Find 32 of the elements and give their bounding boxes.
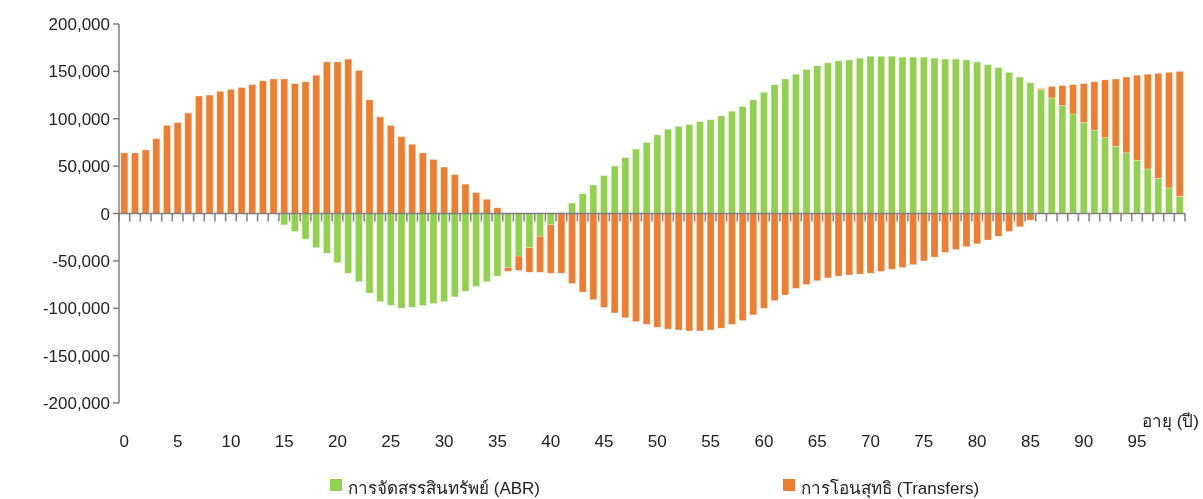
x-tick-label: 90 (1074, 432, 1094, 451)
y-tick-label: -100,000 (42, 299, 110, 319)
x-tick-label: 40 (541, 432, 561, 451)
x-tick-label: 75 (914, 432, 934, 451)
x-tick-label: 95 (1127, 432, 1147, 451)
x-tick-label: 30 (434, 432, 454, 451)
x-tick-label: 85 (1020, 432, 1040, 451)
y-tick-label: 0 (100, 204, 110, 224)
x-tick-label: 10 (221, 432, 241, 451)
y-tick-label: -200,000 (42, 394, 110, 413)
y-tick-label: 150,000 (48, 62, 110, 82)
y-tick-label: 100,000 (48, 109, 110, 129)
y-tick-label: 50,000 (58, 157, 110, 177)
x-tick-label: 20 (328, 432, 347, 451)
y-tick-label: 200,000 (48, 15, 110, 34)
y-tick-label: -50,000 (52, 251, 110, 271)
x-tick-label: 50 (647, 432, 667, 451)
x-tick-label: 55 (701, 432, 721, 451)
x-tick-label: 0 (119, 432, 130, 451)
legend-label: การจัดสรรสินทรัพย์ (ABR) (348, 479, 540, 498)
legend-label: การโอนสุทธิ (Transfers) (801, 478, 980, 499)
x-tick-label: 25 (381, 432, 401, 451)
x-tick-label: 65 (807, 432, 827, 451)
x-tick-label: 60 (754, 432, 774, 451)
x-axis-title: อายุ (ปี) (1141, 412, 1199, 432)
y-tick-label: -150,000 (42, 346, 110, 366)
x-tick-label: 70 (861, 432, 880, 451)
x-tick-label: 35 (487, 432, 507, 451)
x-tick-label: 15 (274, 432, 294, 451)
x-tick-label: 5 (172, 432, 183, 451)
x-tick-label: 45 (594, 432, 614, 451)
x-tick-label: 80 (967, 432, 987, 451)
